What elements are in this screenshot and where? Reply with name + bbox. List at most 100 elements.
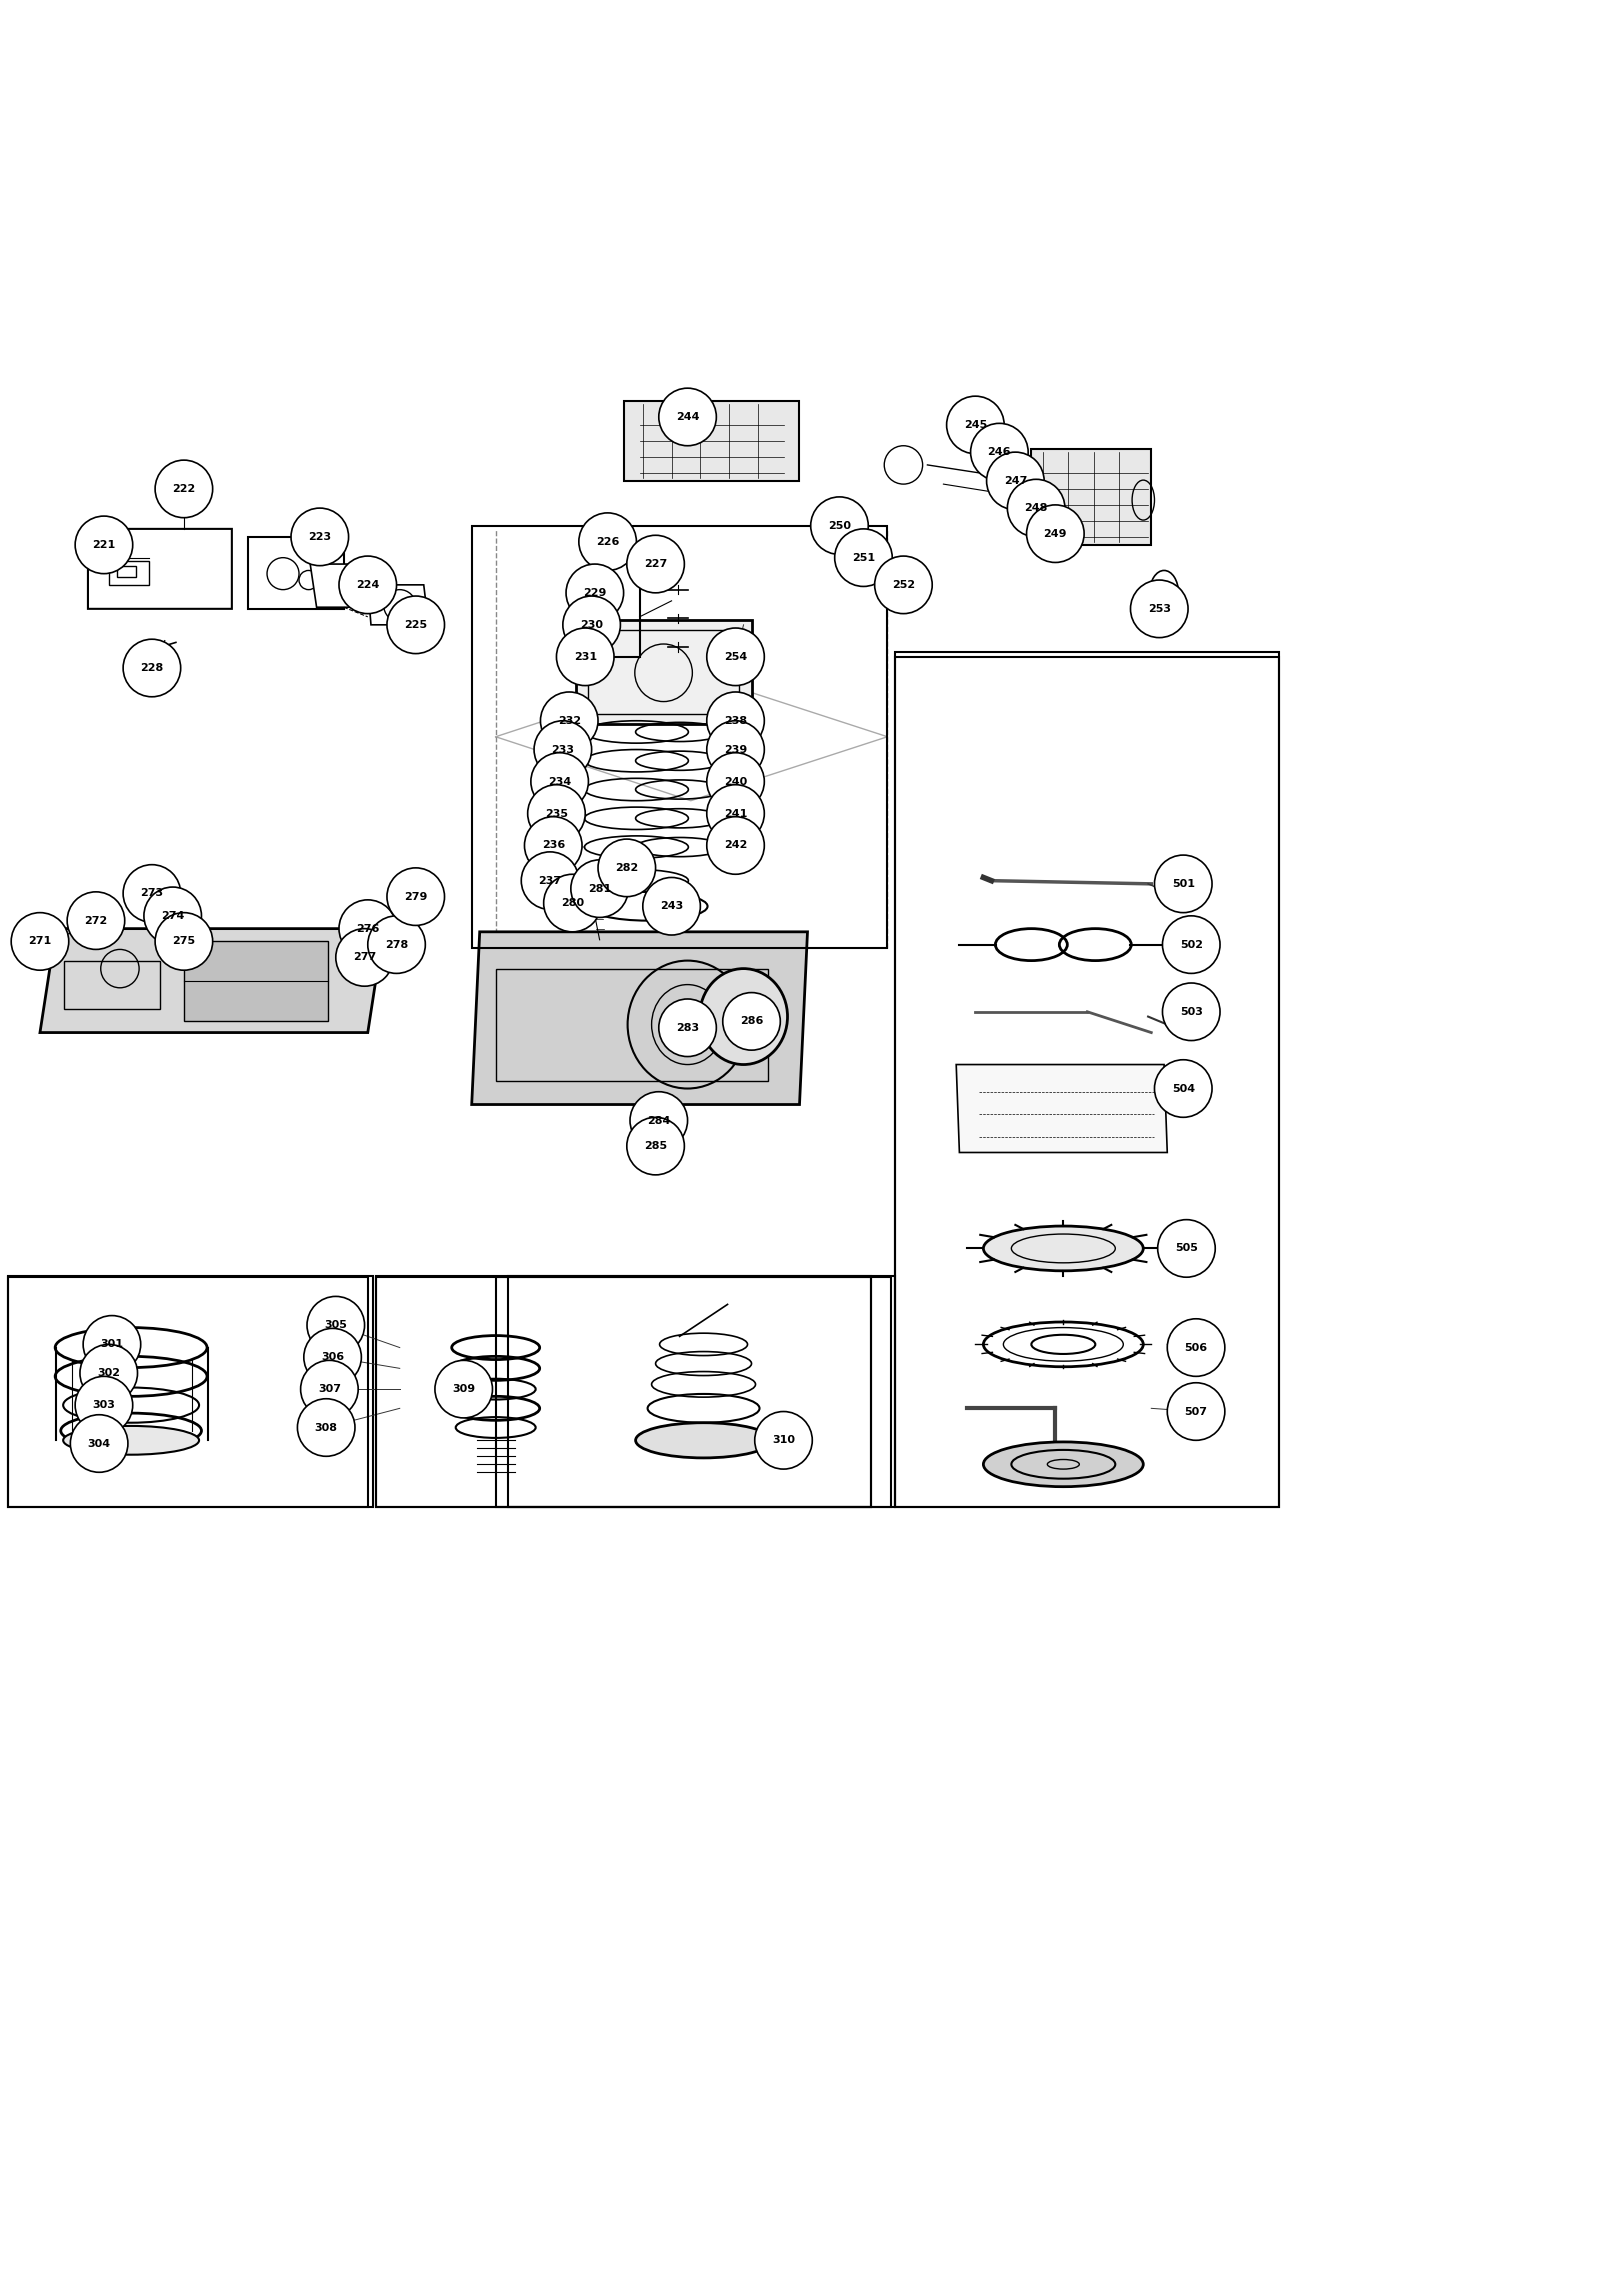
Text: 223: 223 <box>309 532 331 541</box>
Text: 273: 273 <box>141 889 163 898</box>
Circle shape <box>707 816 764 875</box>
Circle shape <box>707 752 764 809</box>
Circle shape <box>707 627 764 686</box>
Text: 248: 248 <box>1025 502 1047 514</box>
Bar <box>895 652 1279 1507</box>
Circle shape <box>534 721 592 777</box>
Circle shape <box>368 916 425 973</box>
Circle shape <box>435 1359 492 1418</box>
Text: 307: 307 <box>318 1384 341 1393</box>
Circle shape <box>579 514 636 571</box>
Text: 221: 221 <box>93 541 115 550</box>
Circle shape <box>123 864 181 923</box>
Circle shape <box>67 891 125 950</box>
Circle shape <box>707 721 764 777</box>
Text: 504: 504 <box>1172 1084 1194 1093</box>
Text: 250: 250 <box>828 521 851 530</box>
Circle shape <box>301 1359 358 1418</box>
Circle shape <box>598 839 656 896</box>
Text: 308: 308 <box>315 1423 337 1432</box>
Text: 232: 232 <box>558 716 580 725</box>
Circle shape <box>387 596 445 655</box>
Circle shape <box>123 639 181 698</box>
Text: 309: 309 <box>453 1384 475 1393</box>
Ellipse shape <box>983 1441 1143 1487</box>
Text: 228: 228 <box>141 664 163 673</box>
Text: 306: 306 <box>321 1352 344 1362</box>
Bar <box>248 536 344 609</box>
Circle shape <box>521 852 579 909</box>
Text: 284: 284 <box>648 1116 670 1125</box>
Text: 238: 238 <box>724 716 747 725</box>
Circle shape <box>659 1000 716 1057</box>
Circle shape <box>540 691 598 750</box>
Text: 237: 237 <box>539 875 561 886</box>
Circle shape <box>1154 1059 1212 1118</box>
Polygon shape <box>40 930 384 1032</box>
Circle shape <box>707 691 764 750</box>
Text: 506: 506 <box>1185 1343 1207 1352</box>
Text: 507: 507 <box>1185 1407 1207 1416</box>
Text: 271: 271 <box>29 936 51 946</box>
Circle shape <box>811 498 868 555</box>
Circle shape <box>387 868 445 925</box>
Bar <box>8 1275 373 1507</box>
Bar <box>600 561 640 657</box>
Circle shape <box>75 516 133 573</box>
Ellipse shape <box>700 968 787 1064</box>
Text: 247: 247 <box>1004 475 1027 486</box>
Circle shape <box>947 396 1004 455</box>
Text: 253: 253 <box>1148 605 1170 614</box>
Polygon shape <box>310 564 371 607</box>
Circle shape <box>875 557 932 614</box>
Bar <box>895 657 1279 1507</box>
Text: 234: 234 <box>548 777 571 786</box>
Circle shape <box>571 859 628 918</box>
Bar <box>472 525 887 948</box>
Text: 254: 254 <box>724 652 747 661</box>
Text: 230: 230 <box>580 621 603 630</box>
Circle shape <box>11 914 69 971</box>
Text: 280: 280 <box>561 898 584 907</box>
Bar <box>64 961 160 1009</box>
Text: 245: 245 <box>964 421 987 430</box>
Text: 310: 310 <box>772 1434 795 1446</box>
Text: 501: 501 <box>1172 880 1194 889</box>
Circle shape <box>1027 505 1084 561</box>
Bar <box>376 1275 871 1507</box>
Bar <box>184 941 328 1021</box>
Text: 222: 222 <box>173 484 195 493</box>
Circle shape <box>524 816 582 875</box>
Circle shape <box>630 1091 688 1150</box>
Ellipse shape <box>983 1225 1143 1271</box>
Text: 277: 277 <box>353 952 376 961</box>
Text: 243: 243 <box>660 900 683 911</box>
Circle shape <box>1167 1318 1225 1377</box>
Text: 240: 240 <box>724 777 747 786</box>
Text: 249: 249 <box>1044 530 1067 539</box>
Text: 244: 244 <box>676 411 699 423</box>
Circle shape <box>643 877 700 934</box>
Text: 274: 274 <box>161 911 184 921</box>
Circle shape <box>1167 1382 1225 1441</box>
Circle shape <box>291 509 349 566</box>
Text: 283: 283 <box>676 1023 699 1032</box>
Bar <box>376 1277 871 1507</box>
Text: 251: 251 <box>852 552 875 564</box>
Polygon shape <box>956 1064 1167 1152</box>
Text: 235: 235 <box>545 809 568 818</box>
Bar <box>496 968 768 1080</box>
Circle shape <box>544 875 601 932</box>
Polygon shape <box>624 400 800 482</box>
Bar <box>508 1275 895 1507</box>
Circle shape <box>563 596 620 655</box>
Circle shape <box>1162 916 1220 973</box>
Text: 286: 286 <box>740 1016 763 1027</box>
Text: 282: 282 <box>616 864 638 873</box>
Polygon shape <box>1031 450 1151 546</box>
Text: 305: 305 <box>325 1321 347 1330</box>
Ellipse shape <box>635 1423 771 1457</box>
Circle shape <box>155 914 213 971</box>
Circle shape <box>723 993 780 1050</box>
Circle shape <box>304 1327 361 1387</box>
